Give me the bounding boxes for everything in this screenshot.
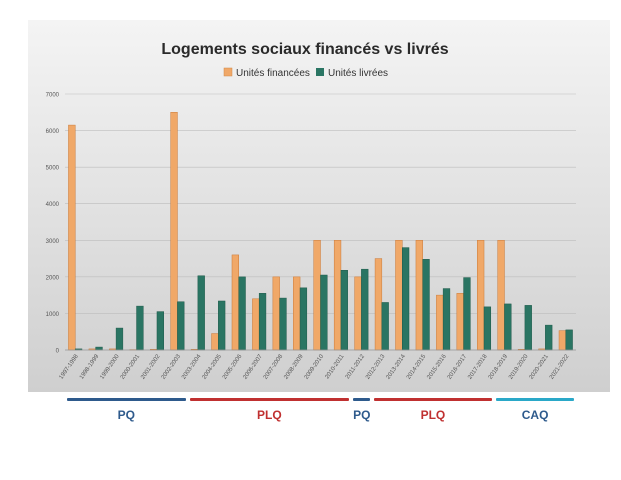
bar-livrees	[361, 268, 369, 351]
bar-livrees	[299, 287, 308, 351]
bar-livrees	[504, 303, 512, 351]
bar-financees	[395, 240, 403, 351]
party-bar	[67, 398, 186, 401]
party-segment: PLQ	[189, 398, 350, 430]
party-label: PQ	[117, 408, 135, 422]
bar-livrees	[340, 270, 348, 351]
bar-financees	[456, 293, 464, 351]
bar-financees	[415, 240, 423, 351]
bar-financees	[374, 258, 383, 351]
y-tick-label: 4000	[46, 202, 60, 208]
bar-livrees	[524, 305, 532, 351]
bar-financees	[211, 333, 219, 351]
bar-livrees	[483, 306, 492, 351]
bar-livrees	[545, 324, 553, 351]
bar-financees	[497, 240, 505, 351]
bar-livrees	[177, 301, 185, 351]
party-segment: PQ	[353, 398, 371, 430]
y-tick-label: 3000	[46, 239, 60, 245]
y-tick-label: 7000	[46, 93, 60, 99]
bar-livrees	[381, 302, 389, 351]
bar-financees	[293, 276, 301, 351]
party-segment: PLQ	[373, 398, 493, 430]
bar-livrees	[258, 293, 267, 351]
bar-livrees	[320, 274, 328, 351]
bar-livrees	[463, 277, 471, 351]
party-bar	[189, 398, 350, 401]
bar-financees	[272, 276, 280, 351]
party-label: CAQ	[521, 408, 549, 422]
bar-financees	[170, 112, 178, 351]
bar-financees	[354, 276, 362, 351]
bar-livrees	[238, 276, 246, 351]
y-tick-label: 5000	[46, 166, 60, 172]
bar-livrees	[565, 329, 573, 351]
bar-financees	[558, 330, 567, 351]
legend-swatch	[223, 67, 233, 77]
bar-livrees	[95, 346, 103, 351]
bar-financees	[313, 240, 321, 351]
party-label: PLQ	[420, 408, 446, 422]
chart-panel: Logements sociaux financés vs livrés Unit…	[28, 20, 610, 392]
bar-livrees	[218, 300, 226, 351]
party-label: PQ	[353, 408, 371, 422]
party-segment: PQ	[67, 398, 186, 430]
party-bar	[373, 398, 493, 401]
bar-livrees	[442, 288, 451, 351]
legend-label: Unités livrées	[328, 68, 388, 79]
legend-label: Unités financées	[236, 68, 310, 79]
bar-livrees	[115, 327, 124, 351]
party-segment: CAQ	[496, 398, 574, 430]
bar-livrees	[422, 259, 430, 351]
chart-title: Logements sociaux financés vs livrés	[161, 41, 448, 58]
party-label: PLQ	[257, 408, 282, 422]
bar-financees	[68, 124, 76, 351]
y-tick-label: 2000	[46, 275, 60, 281]
bar-financees	[252, 298, 260, 351]
bar-financees	[333, 240, 342, 351]
y-tick-label: 0	[56, 349, 60, 355]
bar-livrees	[136, 305, 144, 351]
bar-livrees	[279, 297, 287, 351]
bar-livrees	[197, 275, 205, 351]
party-bar	[496, 398, 574, 401]
bar-financees	[436, 294, 444, 351]
legend-swatch	[316, 68, 324, 76]
y-tick-label: 6000	[46, 129, 60, 135]
bar-chart: Logements sociaux financés vs livrés Unit…	[28, 20, 610, 392]
bar-livrees	[402, 247, 410, 351]
y-tick-label: 1000	[46, 312, 60, 318]
bar-financees	[477, 240, 485, 351]
bar-livrees	[156, 311, 164, 351]
party-bar	[353, 398, 370, 401]
bar-financees	[231, 254, 239, 351]
